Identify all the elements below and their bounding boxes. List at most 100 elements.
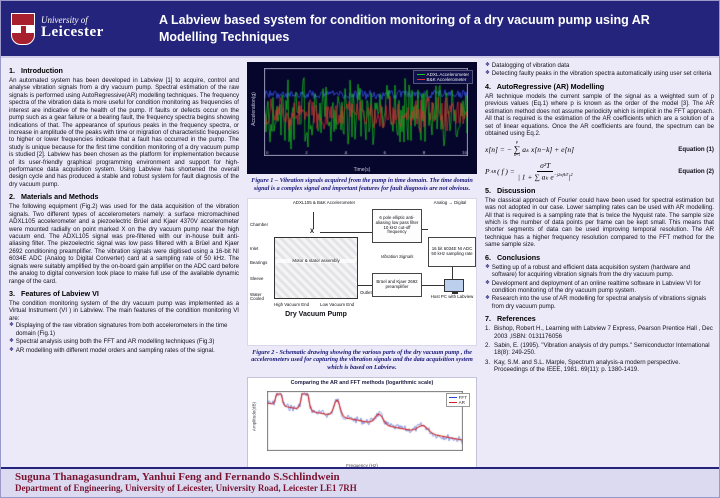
equation-2-label: Equation (2): [678, 168, 714, 176]
section-5-body: The classical approach of Fourier could …: [485, 196, 714, 249]
fig1-legend-item: ADXL Accelerometer: [416, 72, 469, 77]
eq2-fraction: σ²T | 1 + ∑ aₖ e−j2πfkT|2: [518, 161, 573, 182]
eq2-denominator: | 1 + ∑ aₖ e−j2πfkT|2: [518, 172, 573, 182]
feature-bullet-text: Spectral analysis using both the FFT and…: [15, 338, 215, 346]
fig3-legend-item: AR: [448, 399, 467, 405]
sum-upper-limit: p: [516, 140, 518, 145]
figure1-caption: Figure 1 – Vibration signals acquired fr…: [251, 177, 473, 192]
chamber-label: Chamber: [250, 221, 269, 227]
adc-box: 16 bit 6034E NI ADC 50 kHz sampling rate: [428, 236, 476, 267]
eq2-lhs: P: [485, 167, 490, 177]
host-pc-label: Host PC with Labview: [430, 293, 474, 299]
dry-vacuum-pump-label: Dry Vacuum Pump: [285, 310, 347, 318]
fig1-legend-item: B&K Accelerometer: [416, 77, 469, 82]
connector-line: [452, 266, 453, 279]
reference-number: 1.: [485, 325, 491, 333]
authors-line: Suguna Thanagasundram, Yanhui Feng and F…: [15, 471, 340, 483]
fig1-legend-label: B&K Accelerometer: [426, 77, 467, 82]
middle-column: Acceleration(g) Time(s) ADXL Acceleromet…: [247, 62, 477, 467]
section-3-intro: The condition monitoring system of the d…: [9, 299, 239, 322]
feature-bullet: Datalogging of vibration data: [485, 62, 714, 69]
conclusion-bullet-text: Setting up of a robust and efficient dat…: [491, 263, 691, 279]
feature-bullet-text: Detecting faulty peaks in the vibration …: [491, 70, 712, 78]
legend-swatch-red: [416, 79, 425, 80]
connector-line: [422, 228, 428, 230]
section-4-body: AR technique models the current sample o…: [485, 92, 714, 137]
equation-1: x[n] = − p ∑ k=1 aₖ x[n−k] + e[n] Equati…: [485, 141, 714, 158]
poster-title: A Labview based system for condition mon…: [159, 13, 650, 44]
host-pc-icon-stand: [452, 291, 458, 294]
eq2-lhs-rest: ( f ) =: [497, 167, 515, 177]
feature-bullet-text: Datalogging of vibration data: [491, 62, 570, 69]
sum-glyph: ∑: [513, 144, 521, 155]
sum-lower-limit: k=1: [514, 153, 520, 158]
feature-bullet-text: AR modelling with different model orders…: [15, 346, 215, 354]
fig3-title: Comparing the AR and FFT methods (logari…: [290, 379, 434, 386]
figure2-schematic: ADXL105 & B&K Accelerometer X Chamber In…: [247, 197, 477, 346]
section-3-heading: 3. Features of Labview VI: [9, 288, 99, 298]
affiliation-line: Department of Engineering, University of…: [15, 483, 357, 493]
conclusion-bullet: Development and deployment of an online …: [485, 280, 714, 295]
eq2-den-text: | 1 + ∑ aₖ e: [517, 172, 554, 182]
eq2-den-exponent: −j2πfkT: [553, 171, 569, 177]
equation-1-math: x[n] = − p ∑ k=1 aₖ x[n−k] + e[n]: [485, 141, 574, 158]
anti-aliasing-filter-box: 6 pole elliptic anti-aliasing low pass f…: [372, 208, 422, 243]
fig3-x-axis-label: Frequency (Hz): [346, 462, 378, 467]
low-vacuum-end-label: Low Vacuum End: [320, 301, 355, 307]
feature-bullet-text: Displaying of the raw vibration signatur…: [15, 322, 228, 337]
logo-line1: University of: [41, 14, 88, 25]
conclusion-bullet: Research into the use of AR modelling fo…: [485, 295, 714, 310]
feature-bullet: Detecting faulty peaks in the vibration …: [485, 70, 714, 77]
conclusion-bullet-text: Development and deployment of an online …: [491, 279, 701, 294]
legend-swatch-blue: [448, 396, 457, 398]
water-cooled-label: Water Cooled: [250, 291, 264, 302]
header-bar: University of Leicester A Labview based …: [1, 1, 719, 58]
accelerometer-label: ADXL105 & B&K Accelerometer: [292, 199, 356, 205]
fig3-legend-label: FFT: [458, 394, 467, 400]
equation-2-math: P AR ( f ) = σ²T | 1 + ∑ aₖ e−j2πfkT|2: [485, 161, 573, 182]
analog-digital-label: Analog → Digital: [433, 199, 467, 205]
university-shield-icon: [11, 12, 35, 45]
connector-line: [422, 284, 452, 286]
connector-line: [313, 211, 314, 229]
left-column: 1. Introduction An automated system has …: [9, 62, 239, 467]
fig3-legend-label: AR: [458, 399, 465, 405]
eq2-den-close: |: [568, 172, 571, 182]
section-6-heading: 6. Conclusions: [485, 252, 541, 262]
section-1-heading: 1. Introduction: [9, 66, 63, 75]
equation-1-label: Equation (1): [678, 146, 714, 154]
reference-number: 2.: [485, 342, 491, 350]
fig1-legend-label: ADXL Accelerometer: [426, 72, 469, 77]
reference-item: 1. Bishop, Robert H., Learning with Labv…: [485, 325, 714, 340]
bearings-label: Bearings: [250, 259, 268, 265]
sleeve-label: Sleeve: [250, 275, 264, 281]
connector-line: [358, 284, 372, 286]
section-7-heading: 7. References: [485, 314, 536, 324]
figure3-spectrum-plot: Comparing the AR and FFT methods (logari…: [247, 376, 477, 467]
reference-number: 3.: [485, 358, 491, 366]
high-vacuum-end-label: High Vacuum End: [274, 301, 310, 307]
reference-text: Kay, S.M. and S.L. Marple, Spectrum anal…: [494, 358, 681, 374]
section-2-heading: 2. Materials and Methods: [9, 192, 99, 202]
preamplifier-box: Brüel and Kjaer 2692 preamplifier: [372, 272, 422, 297]
university-logo-text: University of Leicester: [41, 14, 104, 41]
section-1-body: An automated system has been developed i…: [9, 77, 239, 188]
outlet-label: Outlet: [360, 289, 372, 295]
section-2-body: The following equipment (Fig.2) was used…: [9, 203, 239, 285]
reference-text: Sabin, E. (1995). "Vibration analysis of…: [494, 342, 710, 357]
host-pc-icon: [444, 278, 464, 292]
fig1-x-axis-label: Time(s): [353, 167, 371, 173]
connector-line: [320, 231, 372, 233]
feature-bullet: Spectral analysis using both the FFT and…: [9, 338, 239, 345]
fig1-legend: ADXL Accelerometer B&K Accelerometer: [412, 70, 473, 84]
fig3-plot-canvas: [267, 390, 463, 451]
eq2-den-square: 2: [570, 171, 573, 177]
fig3-legend: FFT AR: [445, 392, 470, 407]
reference-item: 2. Sabin, E. (1995). "Vibration analysis…: [485, 342, 714, 357]
eq2-lhs-sub: AR: [490, 169, 497, 175]
conclusion-bullet-text: Research into the use of AR modelling fo…: [491, 295, 707, 310]
fig3-legend-item: FFT: [448, 394, 467, 400]
figure2-caption: Figure 2 - Schematic drawing showing the…: [251, 348, 473, 372]
section-5-heading: 5. Discussion: [485, 185, 536, 195]
legend-swatch-green: [416, 74, 425, 75]
